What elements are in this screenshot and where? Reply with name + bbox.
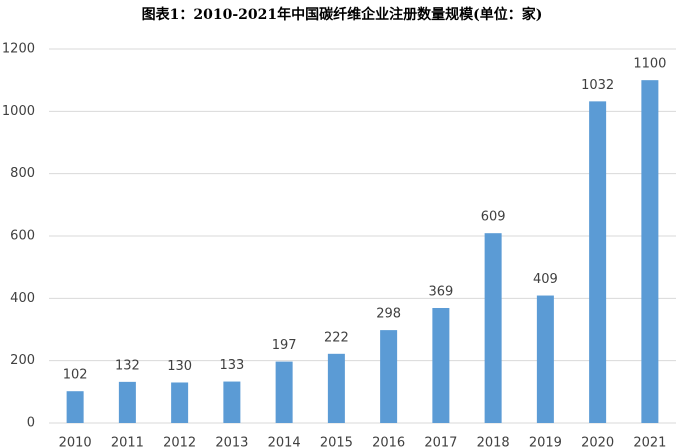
x-tick-label: 2015 xyxy=(320,436,353,448)
data-label: 132 xyxy=(115,358,140,373)
data-label: 1100 xyxy=(633,57,666,72)
bar xyxy=(275,361,293,423)
bar xyxy=(327,353,345,423)
y-tick-label: 1200 xyxy=(2,42,35,57)
x-tick-label: 2014 xyxy=(268,436,301,448)
bar xyxy=(432,307,450,423)
y-tick-label: 600 xyxy=(10,229,35,244)
data-label: 1032 xyxy=(581,78,614,93)
x-tick-label: 2021 xyxy=(633,436,666,448)
x-tick-label: 2013 xyxy=(215,436,248,448)
x-tick-label: 2012 xyxy=(163,436,196,448)
bar xyxy=(380,330,398,423)
bar xyxy=(223,381,241,423)
x-tick-label: 2016 xyxy=(372,436,405,448)
data-label: 222 xyxy=(324,330,349,345)
y-tick-label: 200 xyxy=(10,353,35,368)
x-tick-label: 2017 xyxy=(424,436,457,448)
bar xyxy=(484,233,502,423)
bar xyxy=(589,101,607,424)
x-tick-label: 2011 xyxy=(111,436,144,448)
data-label: 409 xyxy=(533,272,558,287)
bar xyxy=(171,382,189,423)
bar xyxy=(641,80,659,424)
bar xyxy=(118,381,136,423)
y-tick-label: 400 xyxy=(10,291,35,306)
data-label: 298 xyxy=(376,307,401,322)
data-label: 197 xyxy=(272,338,297,353)
x-tick-label: 2019 xyxy=(529,436,562,448)
data-label: 609 xyxy=(481,210,506,225)
data-label: 130 xyxy=(167,359,192,374)
chart-title: 图表1：2010-2021年中国碳纤维企业注册数量规模(单位：家) xyxy=(142,6,543,23)
y-tick-label: 800 xyxy=(10,166,35,181)
x-tick-label: 2020 xyxy=(581,436,614,448)
y-tick-label: 0 xyxy=(27,416,35,431)
data-label: 133 xyxy=(219,358,244,373)
x-tick-label: 2018 xyxy=(477,436,510,448)
data-label: 102 xyxy=(63,368,88,383)
y-tick-label: 1000 xyxy=(2,104,35,119)
data-label: 369 xyxy=(428,284,453,299)
x-tick-label: 2010 xyxy=(59,436,92,448)
bar xyxy=(66,391,84,423)
bar xyxy=(536,295,554,423)
